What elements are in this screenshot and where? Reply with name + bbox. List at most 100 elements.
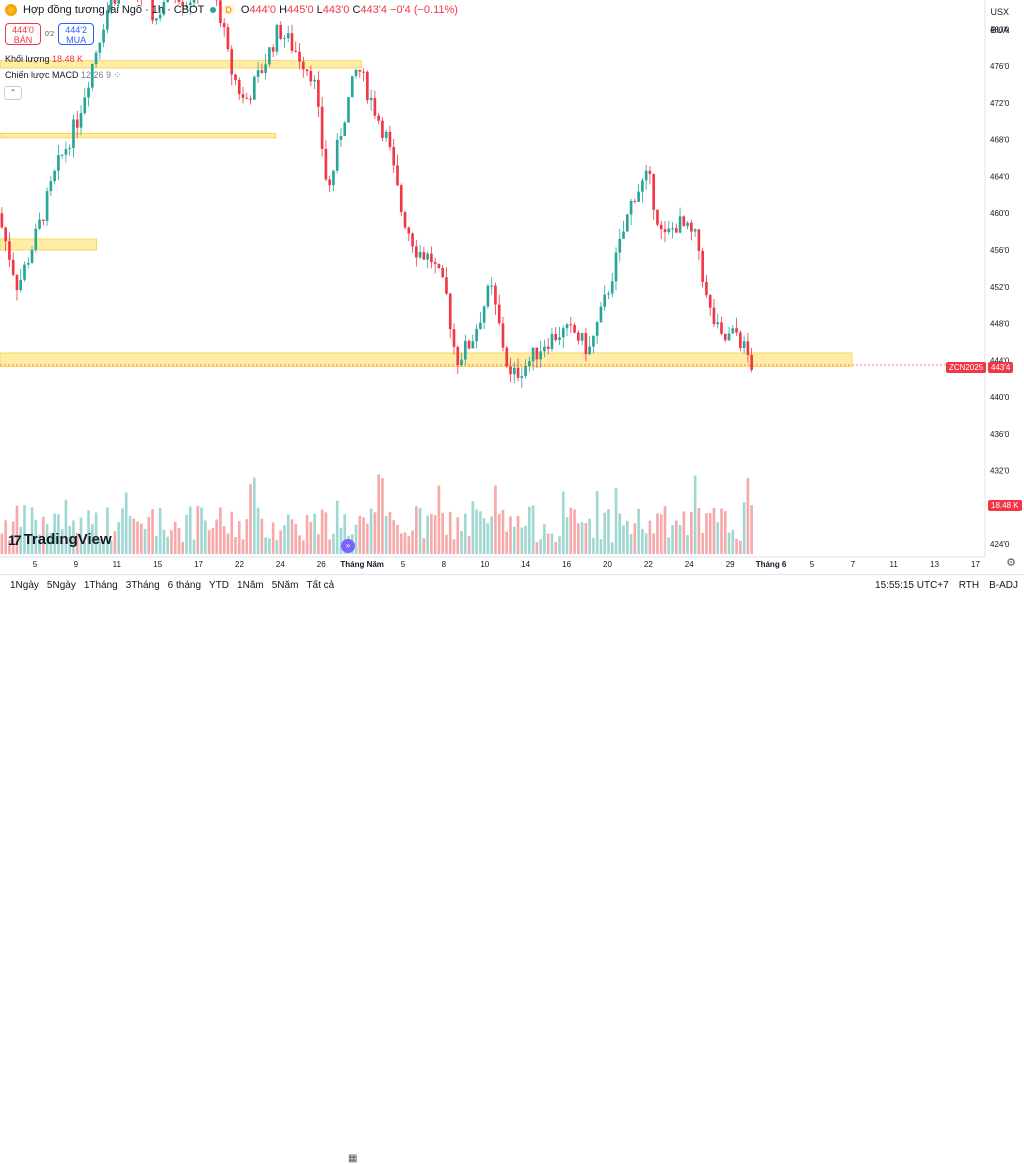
candle-body (592, 336, 595, 347)
adjustment-toggle[interactable]: B-ADJ (989, 580, 1018, 591)
candle-body (53, 171, 56, 181)
collapse-legend-button[interactable]: ⌃ (4, 86, 22, 100)
candle-body (27, 263, 30, 265)
clock[interactable]: 15:55:15 UTC+7 (875, 580, 949, 591)
time-tick-label: 5 (810, 560, 815, 569)
volume-bar (483, 518, 486, 554)
candle-body (690, 223, 693, 232)
time-tick-label: 17 (971, 560, 980, 569)
price-candles (1, 0, 753, 388)
timeframe-button[interactable]: 1Ngày (10, 580, 39, 591)
tradingview-logo[interactable]: 17 TradingView (8, 531, 112, 548)
price-tick-label: 460'0 (990, 209, 1010, 218)
candle-body (468, 341, 471, 349)
candle-body (464, 341, 467, 360)
volume-bar (705, 513, 708, 554)
volume-bar (728, 533, 731, 554)
candle-body (618, 239, 621, 253)
price-tick-label: 432'0 (990, 467, 1010, 476)
candle-body (257, 70, 260, 77)
timeframe-button[interactable]: 6 tháng (168, 580, 201, 591)
volume-bar (569, 508, 572, 554)
volume-bar (196, 506, 199, 554)
volume-bar (441, 513, 444, 554)
volume-bar (144, 529, 147, 554)
timeframe-button[interactable]: 1Năm (237, 580, 264, 591)
volume-bar (370, 509, 373, 554)
candle-body (637, 192, 640, 202)
candle-body (392, 147, 395, 165)
volume-bar (641, 529, 644, 554)
price-tick-label: 452'0 (990, 283, 1010, 292)
candle-body (562, 328, 565, 337)
candle-body (536, 348, 539, 360)
candle-body (520, 376, 523, 378)
candle-body (298, 52, 301, 62)
session-toggle[interactable]: RTH (959, 580, 979, 591)
time-tick-label: 24 (685, 560, 694, 569)
delayed-badge[interactable]: D (222, 5, 235, 15)
currency-label[interactable]: USX (990, 7, 1009, 17)
volume-bar (291, 519, 294, 554)
candle-body (389, 132, 392, 147)
candle-body (366, 72, 369, 100)
corn-symbol-icon (5, 4, 17, 16)
settings-dots-icon[interactable]: ⁘ (114, 70, 122, 80)
timeframe-button[interactable]: 5Năm (272, 580, 299, 591)
timeframe-button[interactable]: 1Tháng (84, 580, 118, 591)
timeframe-button[interactable]: YTD (209, 580, 229, 591)
timeframe-button[interactable]: 3Tháng (126, 580, 160, 591)
market-status-dot-icon (210, 7, 216, 13)
volume-bar (362, 517, 365, 554)
volume-bar (630, 534, 633, 554)
candle-body (16, 275, 19, 290)
candle-body (83, 97, 86, 113)
candle-body (245, 98, 248, 99)
volume-bar (517, 516, 520, 554)
candle-body (724, 334, 727, 341)
volume-bar (667, 537, 670, 554)
volume-bar (358, 516, 361, 554)
candle-body (306, 69, 309, 71)
volume-bar (276, 540, 279, 554)
date-range-calendar-icon[interactable]: ▦ (348, 1153, 357, 1164)
axis-settings-gear-icon[interactable]: ⚙ (1006, 556, 1016, 569)
volume-bars (1, 474, 753, 554)
volume-bar (294, 524, 297, 554)
candle-body (99, 43, 102, 53)
account-label[interactable]: BUA (990, 25, 1009, 35)
volume-indicator-legend[interactable]: Khối lượng 18.48 K (5, 54, 83, 64)
go-to-realtime-icon[interactable]: » (341, 539, 355, 553)
candle-body (283, 38, 286, 39)
candle-body (683, 216, 686, 226)
volume-bar (528, 507, 531, 554)
candle-body (524, 366, 527, 376)
candlestick-chart[interactable]: 480'0476'0472'0468'0464'0460'0456'0452'0… (0, 0, 1024, 574)
candle-body (731, 328, 734, 333)
symbol-legend: Hợp đồng tương lai Ngô · 1h · CBOT D O44… (5, 4, 458, 16)
volume-bar (204, 520, 207, 554)
volume-bar (701, 533, 704, 554)
candle-body (634, 201, 637, 202)
volume-bar (686, 535, 689, 554)
candle-body (46, 191, 49, 221)
volume-bar (637, 509, 640, 554)
time-tick-label: 29 (726, 560, 735, 569)
timeframe-button[interactable]: 5Ngày (47, 580, 76, 591)
volume-bar (709, 513, 712, 554)
time-tick-label: Tháng 6 (756, 560, 787, 569)
candle-body (686, 223, 689, 226)
volume-bar (310, 522, 313, 554)
symbol-title[interactable]: Hợp đồng tương lai Ngô · 1h · CBOT (23, 4, 204, 16)
volume-bar (332, 534, 335, 554)
volume-bar (325, 512, 328, 554)
candle-body (12, 260, 15, 275)
candle-body (743, 341, 746, 348)
macd-indicator-legend[interactable]: Chiến lược MACD 12 26 9 ⁘ (5, 70, 121, 81)
candle-body (268, 47, 271, 64)
candle-body (705, 282, 708, 295)
timeframe-button[interactable]: Tất cả (306, 580, 334, 591)
volume-bar (227, 534, 230, 554)
